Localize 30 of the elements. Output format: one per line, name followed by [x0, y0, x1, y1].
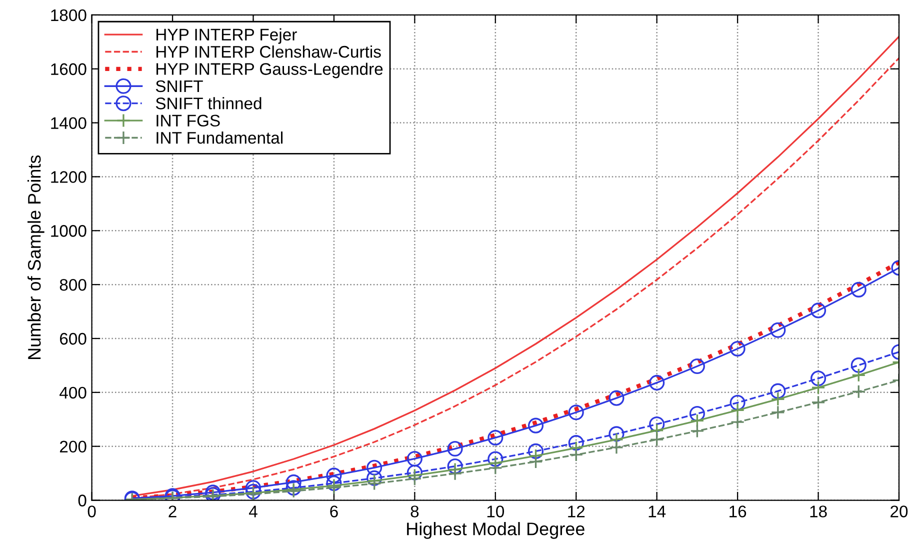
- legend-label: SNIFT: [156, 80, 203, 92]
- x-tick-label: 2: [168, 506, 176, 518]
- legend-label: HYP INTERP Clenshaw-Curtis: [156, 45, 381, 58]
- y-tick-label: 400: [60, 386, 86, 399]
- y-tick-label: 800: [60, 278, 86, 291]
- x-tick-label: 6: [330, 506, 338, 518]
- y-tick-label: 1000: [51, 225, 86, 237]
- y-tick-label: 200: [60, 440, 86, 453]
- legend-label: HYP INTERP Gauss-Legendre: [156, 62, 383, 78]
- x-tick-label: 4: [248, 506, 258, 518]
- y-tick-label: 600: [60, 332, 86, 345]
- x-tick-label: 16: [730, 506, 746, 518]
- x-tick-label: 18: [810, 506, 827, 518]
- x-tick-label: 12: [568, 506, 585, 518]
- y-tick-label: 1600: [51, 63, 86, 76]
- x-axis-title: Highest Modal Degree: [407, 522, 584, 539]
- legend-label: SNIFT thinned: [156, 97, 262, 110]
- y-tick-label: 1200: [51, 171, 86, 183]
- legend-label: INT Fundamental: [156, 132, 282, 144]
- x-tick-label: 14: [648, 506, 666, 518]
- y-axis-title: Number of Sample Points: [27, 155, 44, 359]
- x-tick-label: 8: [410, 506, 419, 518]
- x-tick-label: 10: [487, 506, 504, 518]
- x-tick-label: 0: [88, 506, 96, 518]
- x-tick-label: 20: [890, 506, 908, 518]
- y-tick-label: 1800: [51, 9, 86, 22]
- y-tick-label: 1400: [51, 117, 86, 130]
- y-tick-label: 0: [78, 494, 86, 506]
- legend-label: INT FGS: [156, 114, 220, 127]
- legend-label: HYP INTERP Fejer: [156, 28, 297, 44]
